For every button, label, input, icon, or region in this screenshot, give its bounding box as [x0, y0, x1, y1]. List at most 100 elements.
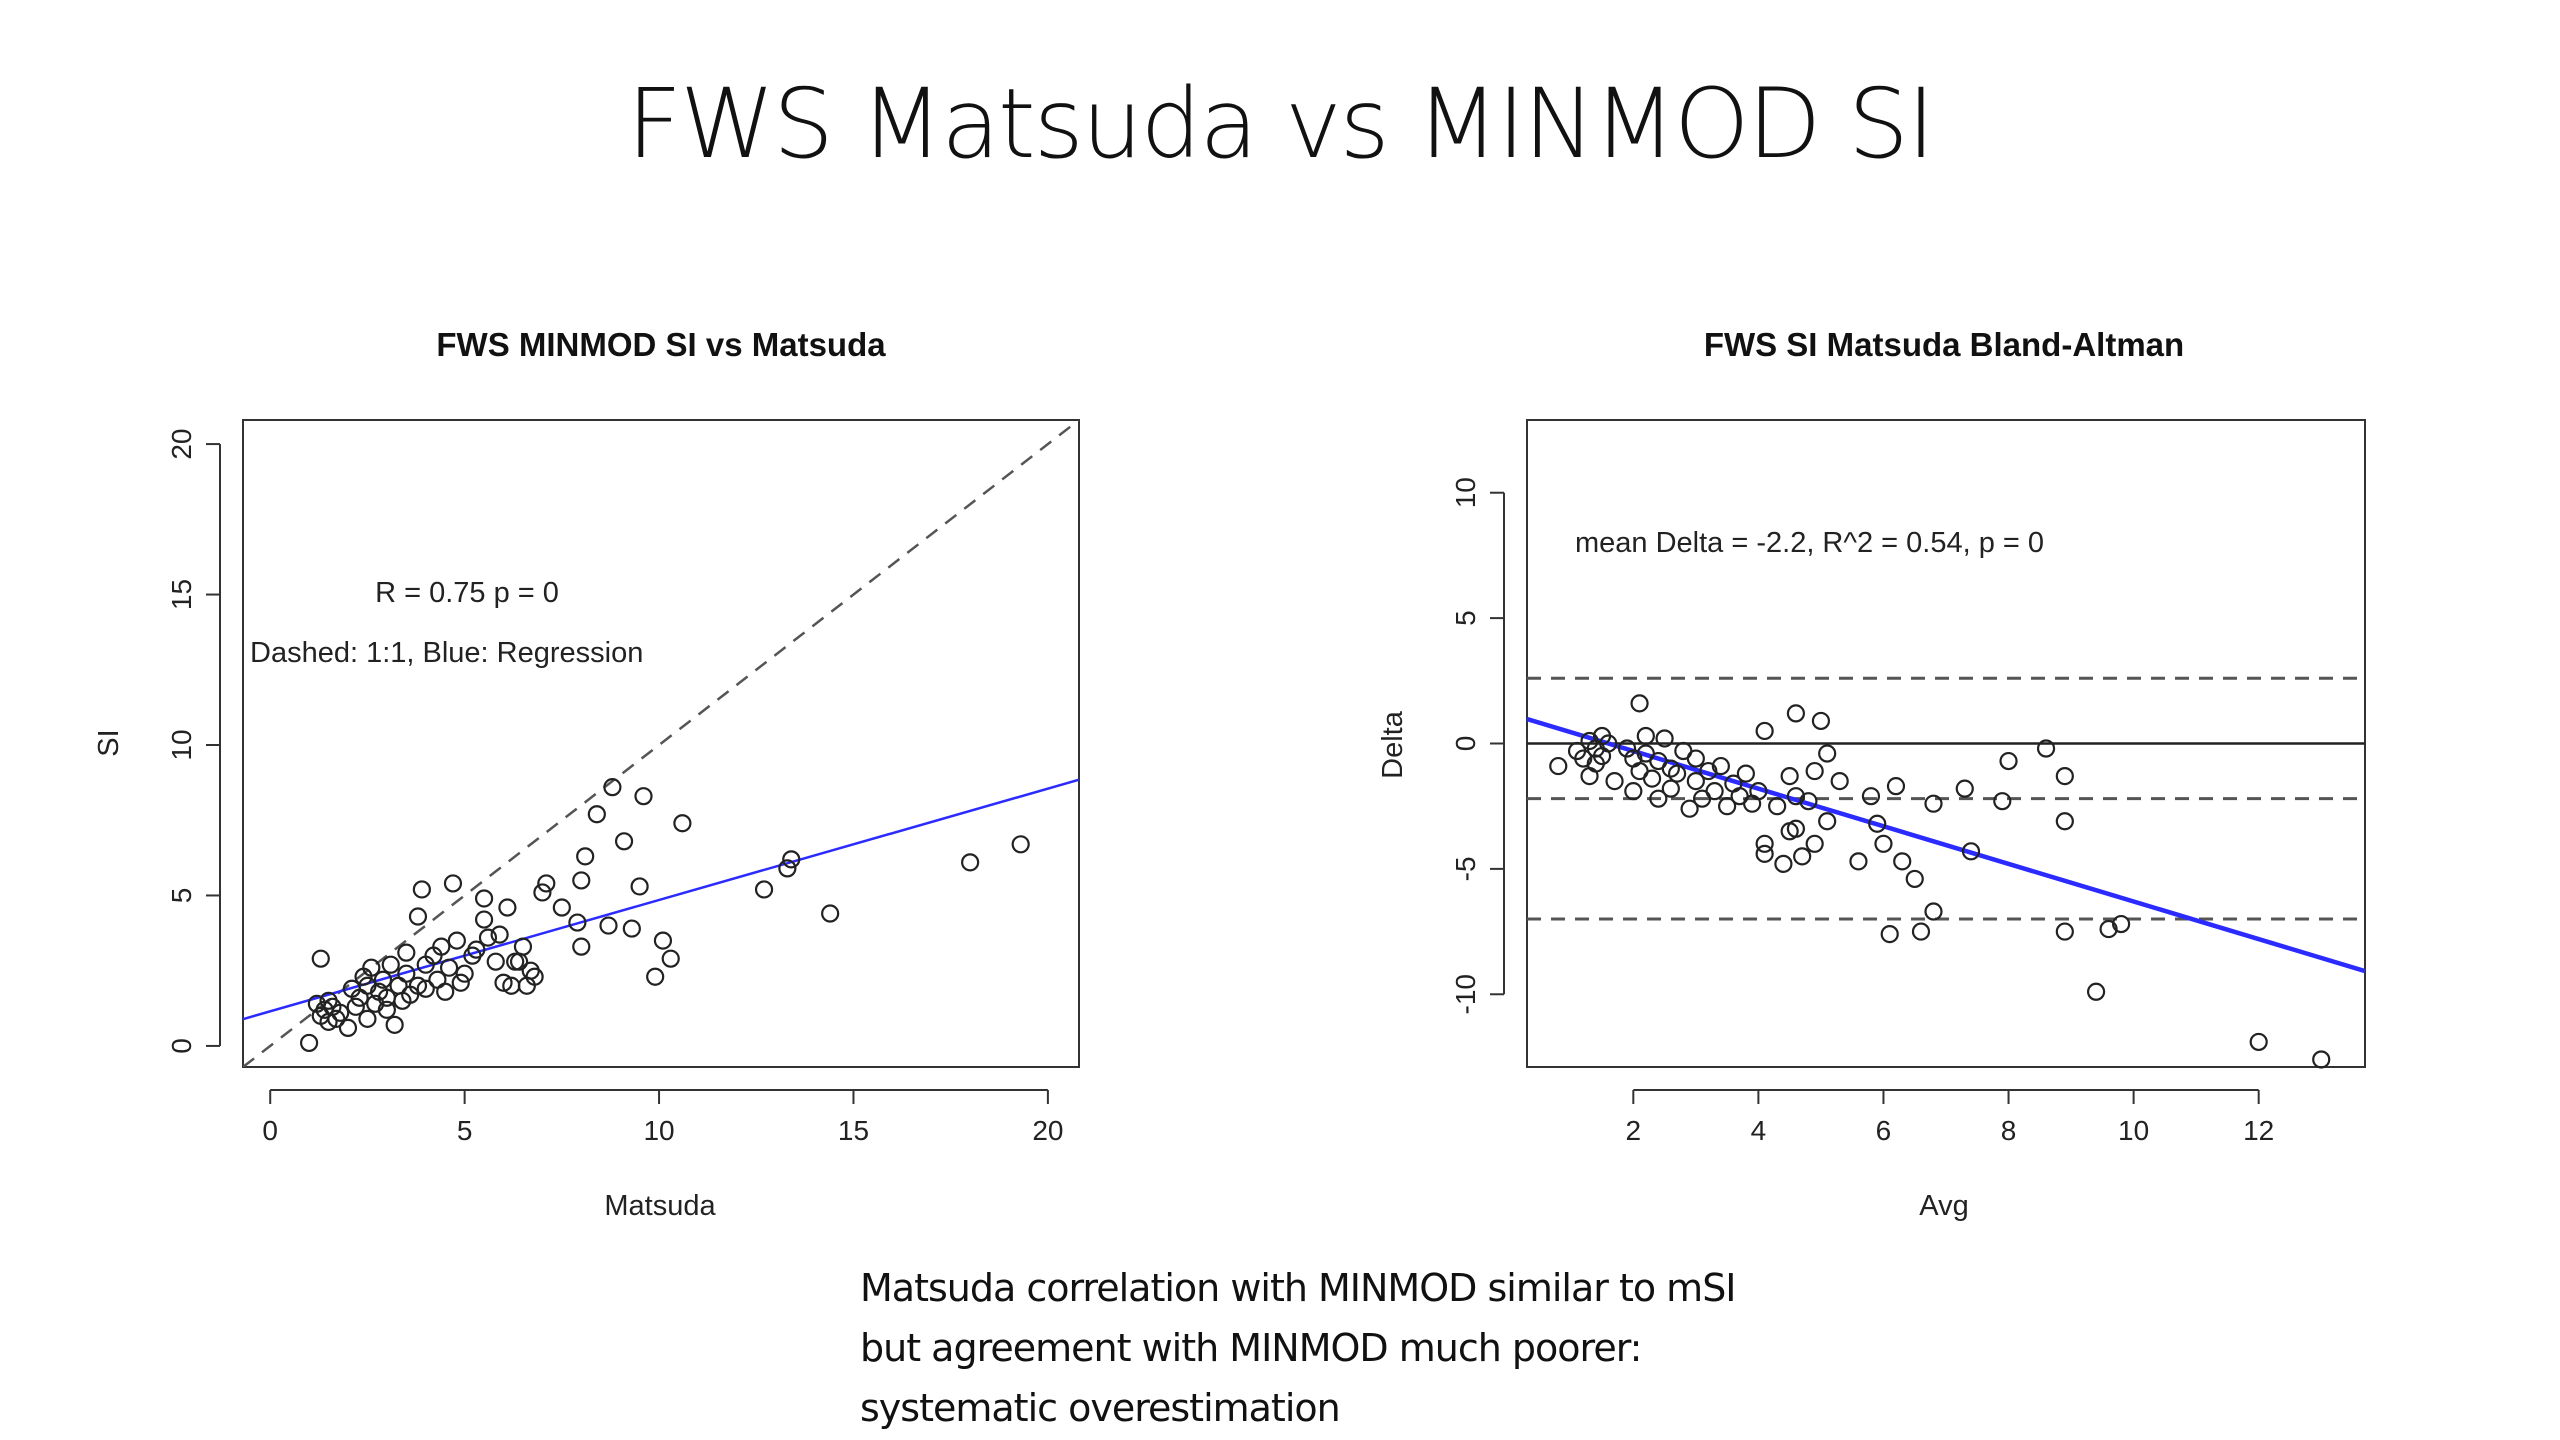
data-points	[1549, 694, 2331, 1069]
data-point	[1799, 792, 1818, 811]
data-point	[1011, 835, 1030, 854]
data-point	[490, 925, 509, 944]
data-point	[408, 907, 428, 926]
data-point	[381, 955, 400, 974]
data-point	[373, 970, 393, 989]
data-point	[587, 805, 606, 824]
data-point	[778, 859, 797, 878]
data-point	[498, 898, 517, 917]
y-axis-label: SI	[93, 729, 125, 756]
annotation-stats: mean Delta = -2.2, R^2 = 0.54, p = 0	[1575, 527, 2044, 559]
reference-line-1to1	[243, 420, 1079, 1067]
data-point	[1686, 749, 1705, 768]
data-point	[2036, 739, 2056, 758]
data-point	[1911, 922, 1931, 941]
data-point	[673, 814, 692, 833]
data-point	[622, 919, 641, 938]
x-axis: 2 4 6 8 10 12	[1626, 1089, 2274, 1146]
data-point	[634, 787, 653, 806]
x-tick-label: 15	[838, 1115, 869, 1146]
data-point	[1786, 704, 1806, 723]
data-point	[1686, 772, 1705, 791]
x-axis-label: Avg	[1919, 1190, 1968, 1222]
y-axis: -10 -5 0 5 10	[1450, 477, 1505, 1015]
data-point	[432, 937, 451, 956]
data-point	[568, 913, 587, 932]
data-point	[1861, 787, 1881, 806]
data-point	[552, 898, 571, 917]
data-point	[1830, 772, 1849, 791]
data-point	[478, 928, 498, 947]
data-point	[1705, 782, 1724, 801]
x-tick-label: 20	[1032, 1115, 1063, 1146]
data-point	[646, 967, 665, 986]
data-point	[1605, 772, 1624, 791]
slide-title: FWS Matsuda vs MINMOD SI	[626, 68, 1935, 180]
data-point	[408, 976, 428, 995]
data-point	[1749, 782, 1768, 801]
data-point	[455, 964, 474, 983]
x-tick-label: 2	[1626, 1115, 1642, 1146]
scatter-plot-si-vs-matsuda: FWS MINMOD SI vs Matsuda 0 5 10 15 20 0 5 10 15…	[93, 326, 1080, 1222]
data-point	[443, 874, 463, 893]
data-point	[599, 916, 618, 935]
data-point	[362, 958, 381, 977]
data-point	[1924, 902, 1943, 921]
data-point	[377, 1000, 396, 1019]
data-point	[1961, 842, 1981, 861]
data-point	[754, 880, 774, 899]
y-tick-label: 0	[166, 1038, 197, 1054]
data-point	[782, 850, 801, 869]
y-tick-label: -5	[1450, 856, 1481, 881]
data-point	[1649, 789, 1668, 808]
data-point	[494, 973, 513, 992]
data-point	[1642, 769, 1662, 788]
caption-line: systematic overestimation	[860, 1386, 1341, 1430]
y-axis: 0 5 10 15 20	[166, 428, 221, 1054]
data-point	[653, 931, 673, 950]
data-point	[1811, 711, 1831, 731]
data-point	[1874, 834, 1893, 853]
data-point	[1624, 782, 1643, 801]
x-tick-label: 0	[262, 1115, 278, 1146]
y-tick-label: 5	[1450, 610, 1481, 626]
data-point	[1993, 792, 2012, 811]
slide-caption: Matsuda correlation with MINMOD similar …	[860, 1258, 1737, 1438]
data-point	[1924, 794, 1943, 813]
x-axis-label: Matsuda	[604, 1190, 716, 1222]
data-point	[2112, 914, 2131, 934]
data-point	[1818, 812, 1837, 831]
data-point	[2055, 922, 2074, 941]
data-point	[1786, 787, 1806, 806]
data-points	[300, 778, 1030, 1053]
data-point	[1780, 767, 1799, 786]
data-point	[397, 964, 416, 983]
data-point	[1617, 739, 1637, 758]
data-point	[451, 973, 470, 992]
data-point	[1636, 726, 1655, 746]
data-point	[1768, 797, 1787, 816]
data-point	[603, 778, 622, 797]
data-point	[2249, 1032, 2268, 1052]
data-point	[412, 880, 431, 899]
regression-line	[243, 778, 1079, 1021]
data-point	[1736, 764, 1755, 783]
y-tick-label: -10	[1450, 974, 1481, 1014]
data-point	[506, 952, 525, 971]
data-point	[1868, 814, 1887, 833]
bland-altman-plot: FWS SI Matsuda Bland-Altman 2 4 6 8 10 12 -10…	[1377, 326, 2366, 1222]
data-point	[821, 904, 840, 923]
data-point	[467, 940, 486, 959]
data-point	[2099, 919, 2118, 939]
data-point	[630, 877, 649, 896]
data-point	[513, 937, 533, 956]
data-point	[1667, 764, 1687, 783]
y-axis-label: Delta	[1377, 710, 1409, 779]
data-point	[331, 1003, 350, 1022]
data-point	[1599, 734, 1618, 753]
data-point	[961, 853, 980, 872]
data-point	[397, 943, 416, 962]
x-tick-label: 8	[2001, 1115, 2017, 1146]
data-point	[2086, 982, 2106, 1001]
